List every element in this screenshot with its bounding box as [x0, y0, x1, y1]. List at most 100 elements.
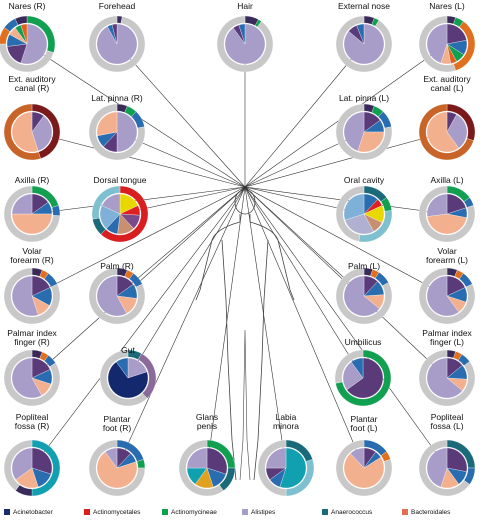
- inner-pie-slice: [206, 447, 228, 475]
- pie-axilla-r: [3, 185, 61, 243]
- legend-label: Alistipes: [251, 509, 276, 516]
- outer-ring-slice: [88, 439, 146, 497]
- site-label-palm-l: Palm (L): [347, 261, 381, 271]
- legend-item-acinetobacter: Acinetobacter: [4, 509, 53, 516]
- inner-pie-slice: [343, 111, 365, 152]
- inner-pie-slice: [116, 111, 138, 153]
- inner-pie-slice: [11, 193, 33, 215]
- inner-pie-slice: [11, 357, 42, 399]
- outer-ring-slice: [418, 103, 474, 161]
- inner-pie-slice: [426, 275, 459, 317]
- pie-plantar-foot-r: [88, 439, 146, 497]
- leader-line-ext-auditory-canal-r: [31, 131, 246, 188]
- site-label-popliteal-fossa-r: Popliteal fossa (R): [14, 412, 50, 431]
- pie-nares-l: [418, 15, 476, 73]
- site-label-volar-forearm-l: Volar forearm (L): [425, 246, 469, 265]
- leader-line-forehead: [116, 43, 246, 188]
- legend-swatch: [162, 509, 168, 516]
- site-label-gut: Gut: [121, 345, 135, 355]
- site-label-nares-r: Nares (R): [8, 1, 46, 11]
- site-label-hair: Hair: [237, 1, 253, 11]
- site-label-plantar-foot-r: Plantar foot (R): [102, 414, 132, 433]
- pie-volar-forearm-r: [3, 267, 61, 325]
- site-label-palmar-index-finger-r: Palmar index finger (R): [7, 328, 57, 347]
- outer-ring-slice: [257, 439, 287, 497]
- inner-pie-slice: [101, 193, 121, 215]
- pie-hair: [216, 15, 274, 73]
- inner-pie-slice: [343, 453, 385, 489]
- legend-swatch: [402, 509, 408, 516]
- inner-pie-slice: [351, 357, 364, 379]
- human-body-outline: [195, 189, 295, 481]
- legend-label: Bacteroidales: [411, 509, 451, 516]
- pie-ext-auditory-canal-r: [3, 103, 61, 161]
- inner-pie-slice: [356, 23, 365, 45]
- site-label-labia-minora: Labia minora: [273, 412, 299, 431]
- legend-swatch: [242, 509, 248, 516]
- pie-forehead: [88, 15, 146, 73]
- inner-pie-slice: [357, 131, 385, 153]
- inner-pie-slice: [96, 451, 138, 489]
- pie-external-nose: [335, 15, 393, 73]
- legend-swatch: [322, 509, 328, 516]
- inner-pie-slice: [426, 357, 463, 399]
- pie-volar-forearm-l: [418, 267, 476, 325]
- inner-pie-slice: [31, 447, 53, 475]
- outer-ring-slice: [335, 439, 393, 497]
- inner-pie-slice: [279, 447, 307, 489]
- leader-line-popliteal-fossa-l: [244, 186, 448, 469]
- outer-ring-slice: [3, 439, 33, 491]
- inner-pie-slice: [238, 23, 246, 45]
- outer-ring-slice: [88, 15, 146, 73]
- inner-pie-slice: [116, 357, 129, 379]
- site-label-lat-pinna-r: Lat. pinna (R): [91, 93, 143, 103]
- pie-ext-auditory-canal-l: [418, 103, 476, 161]
- site-label-palmar-index-finger-l: Palmar index finger (L): [422, 328, 472, 347]
- leader-line-ext-auditory-canal-l: [244, 131, 448, 188]
- inner-pie-slice: [11, 213, 53, 235]
- outer-ring-slice: [418, 267, 476, 325]
- legend-item-bacteroidales: Bacteroidales: [402, 509, 450, 516]
- leader-line-gut: [127, 186, 246, 379]
- inner-pie-slice: [11, 111, 39, 153]
- pie-axilla-l: [418, 185, 476, 243]
- site-label-palm-r: Palm (R): [100, 261, 134, 271]
- site-label-popliteal-fossa-l: Popliteal fossa (L): [430, 412, 464, 431]
- outer-ring-slice: [0, 43, 54, 73]
- pie-lat-pinna-r: [88, 103, 146, 161]
- pie-oral-cavity: [335, 185, 393, 243]
- pie-gut: [99, 349, 157, 407]
- inner-pie-slice: [265, 447, 287, 469]
- inner-pie-slice: [426, 23, 448, 64]
- outer-ring-slice: [418, 439, 470, 497]
- leader-line-plantar-foot-l: [244, 186, 365, 469]
- legend-label: Actinomycetales: [93, 509, 141, 516]
- inner-pie-slice: [426, 111, 459, 153]
- outer-ring-slice: [335, 267, 393, 325]
- outer-ring-slice: [418, 349, 476, 407]
- site-label-nares-l: Nares (L): [429, 1, 465, 11]
- leader-line-plantar-foot-r: [116, 186, 246, 469]
- sample-pies: [0, 15, 476, 497]
- inner-pie-slice: [344, 213, 374, 235]
- leader-line-popliteal-fossa-r: [31, 186, 246, 469]
- pie-popliteal-fossa-r: [3, 439, 61, 497]
- inner-pie-slice: [426, 213, 467, 235]
- inner-pie-slice: [11, 447, 33, 480]
- site-label-axilla-r: Axilla (R): [14, 175, 50, 185]
- pie-nares-r: [0, 15, 56, 73]
- inner-pie-slice: [11, 275, 39, 317]
- pie-labia-minora: [257, 439, 315, 497]
- site-label-lat-pinna-l: Lat. pinna (L): [338, 93, 390, 103]
- pie-palmar-index-finger-r: [3, 349, 61, 407]
- outer-ring-slice: [99, 349, 148, 407]
- inner-pie-slice: [20, 23, 48, 65]
- inner-pie-slice: [31, 115, 53, 152]
- inner-pie-slice: [346, 357, 384, 399]
- inner-pie-slice: [105, 447, 118, 469]
- legend-label: Actinomycineae: [171, 509, 217, 516]
- inner-pie-slice: [350, 447, 365, 469]
- inner-pie-slice: [343, 275, 380, 317]
- site-label-oral-cavity: Oral cavity: [343, 175, 385, 185]
